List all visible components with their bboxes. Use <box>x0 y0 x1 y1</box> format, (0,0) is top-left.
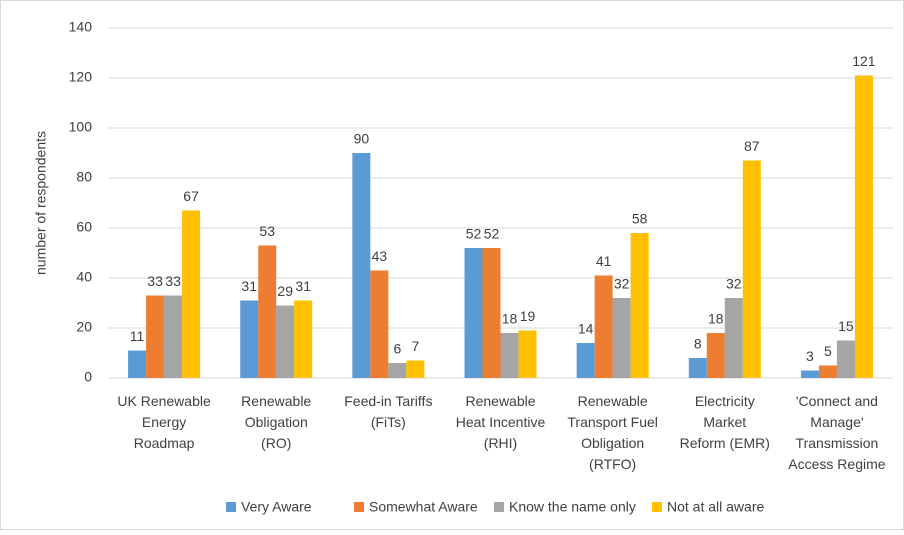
bar <box>742 160 761 378</box>
data-label: 6 <box>393 341 401 357</box>
bar <box>482 248 501 378</box>
bar <box>406 360 425 378</box>
bar <box>500 333 519 378</box>
bar <box>258 245 277 378</box>
legend-swatch <box>494 502 504 512</box>
data-label: 32 <box>726 276 742 292</box>
y-tick-label: 40 <box>76 269 92 285</box>
data-label: 43 <box>372 248 388 264</box>
data-label: 32 <box>614 276 630 292</box>
bar <box>370 270 389 378</box>
y-tick-label: 80 <box>76 169 92 185</box>
bar <box>630 233 649 378</box>
legend-label: Not at all aware <box>667 499 764 515</box>
bar <box>276 305 295 378</box>
bar <box>240 300 259 378</box>
bar <box>836 340 855 378</box>
data-label: 18 <box>708 311 724 327</box>
legend-swatch <box>226 502 236 512</box>
data-label: 87 <box>744 138 760 154</box>
bar <box>688 358 707 378</box>
y-tick-label: 20 <box>76 319 92 335</box>
data-label: 3 <box>806 348 814 364</box>
x-tick-label: Renewable Transport Fuel Obligation (RTFO) <box>567 393 658 472</box>
data-label: 52 <box>484 226 500 242</box>
legend-label: Somewhat Aware <box>369 499 478 515</box>
data-label: 7 <box>411 338 419 354</box>
legend-label: Know the name only <box>509 499 636 515</box>
data-label: 90 <box>354 131 370 147</box>
bar <box>800 370 819 378</box>
data-label: 41 <box>596 253 612 269</box>
y-tick-label: 140 <box>69 19 93 35</box>
bar <box>818 365 837 378</box>
y-tick-label: 60 <box>76 219 92 235</box>
data-label: 31 <box>295 278 311 294</box>
x-tick-label: 'Connect and Manage' Transmission Access Re… <box>788 393 885 472</box>
data-label: 33 <box>165 273 181 289</box>
bar <box>182 210 201 378</box>
bar <box>352 153 371 378</box>
y-axis-label: number of respondents <box>33 131 49 275</box>
data-label: 18 <box>502 311 518 327</box>
bar <box>146 295 165 378</box>
data-label: 5 <box>824 343 832 359</box>
x-tick-label: Electricity Market Reform (EMR) <box>680 393 770 451</box>
y-tick-label: 120 <box>69 69 93 85</box>
x-tick-label: Renewable Obligation (RO) <box>241 393 311 451</box>
bar <box>854 75 873 378</box>
legend-swatch <box>652 502 662 512</box>
data-label: 14 <box>578 321 594 337</box>
data-label: 15 <box>838 318 854 334</box>
bar <box>724 298 743 378</box>
data-label: 19 <box>520 308 536 324</box>
bar <box>706 333 725 378</box>
data-label: 31 <box>241 278 257 294</box>
x-tick-label: UK Renewable Energy Roadmap <box>117 393 211 451</box>
bar <box>464 248 483 378</box>
data-label: 52 <box>466 226 482 242</box>
bar <box>128 350 147 378</box>
bar <box>612 298 631 378</box>
bar <box>518 330 537 378</box>
data-label: 53 <box>259 223 275 239</box>
data-label: 121 <box>852 53 876 69</box>
data-label: 67 <box>183 188 199 204</box>
data-label: 11 <box>130 328 145 344</box>
data-label: 29 <box>277 283 293 299</box>
data-label: 8 <box>694 336 702 352</box>
x-tick-label: Renewable Heat Incentive (RHI) <box>456 393 546 451</box>
bar <box>594 275 613 378</box>
data-label: 33 <box>147 273 163 289</box>
bar <box>388 363 407 378</box>
y-tick-label: 0 <box>84 369 92 385</box>
y-tick-label: 100 <box>69 119 93 135</box>
bar <box>294 300 313 378</box>
bar <box>576 343 595 378</box>
legend-swatch <box>354 502 364 512</box>
bar <box>164 295 183 378</box>
x-tick-label: Feed-in Tariffs (FiTs) <box>344 393 432 430</box>
legend-label: Very Aware <box>241 499 312 515</box>
data-label: 58 <box>632 211 648 227</box>
